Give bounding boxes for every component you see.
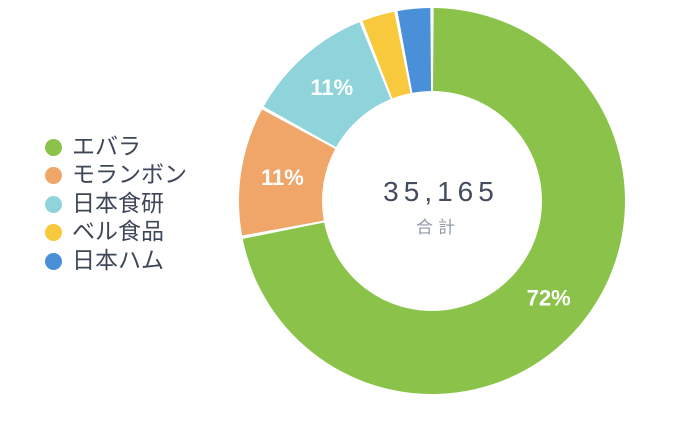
svg-text:11%: 11%: [261, 165, 304, 190]
svg-text:11%: 11%: [310, 75, 353, 100]
svg-text:72%: 72%: [527, 285, 571, 310]
